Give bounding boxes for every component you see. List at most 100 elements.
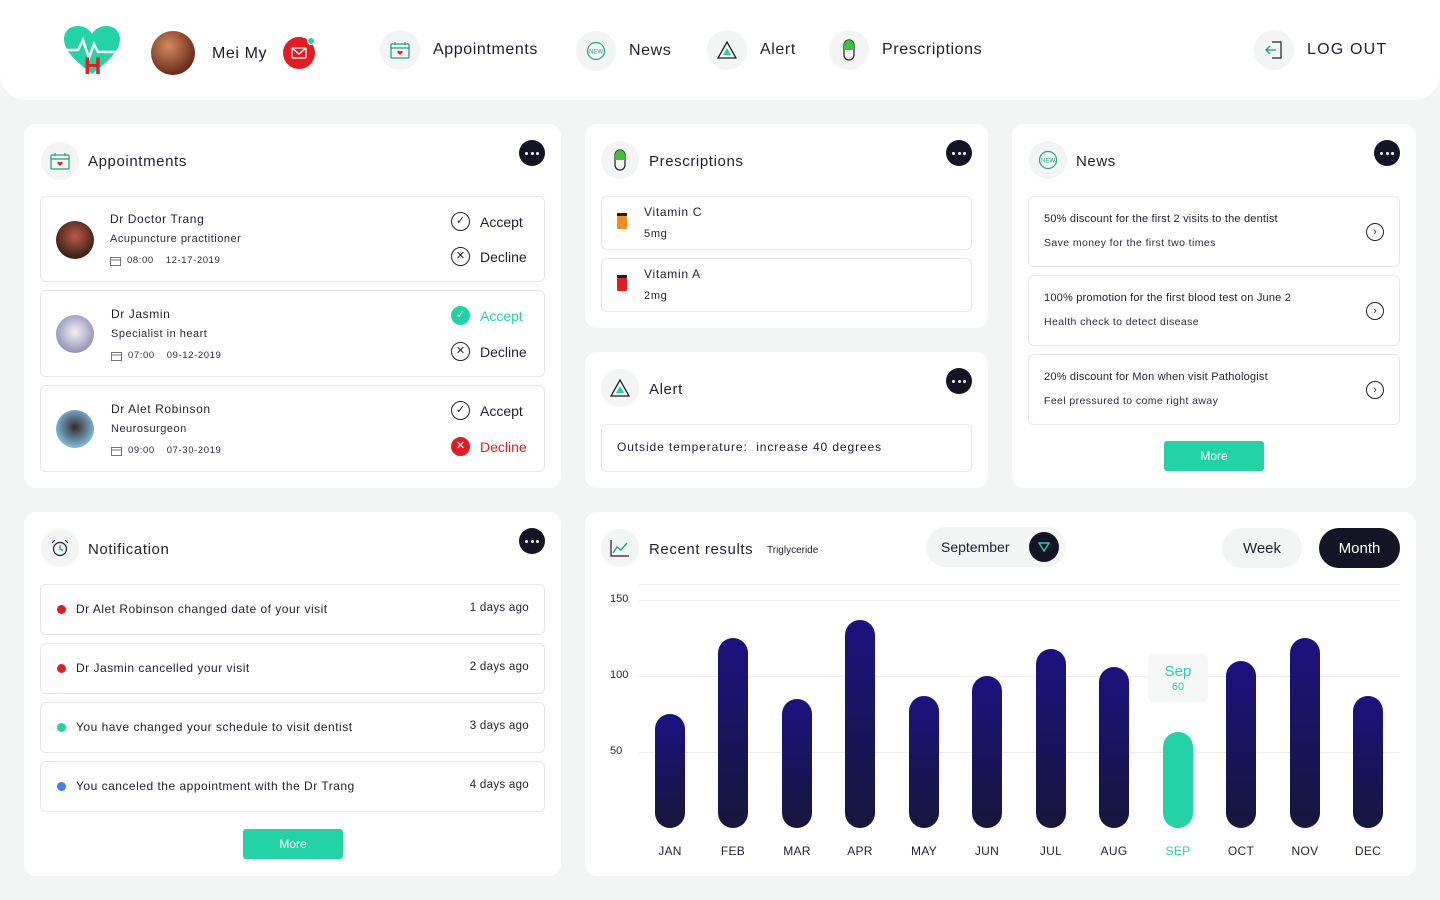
- card-title: Recent results: [649, 541, 754, 558]
- month-toggle[interactable]: Month: [1319, 528, 1400, 568]
- pill-bottle-icon: [617, 275, 627, 291]
- prescription-dose: 5mg: [644, 228, 668, 240]
- notification-item[interactable]: Dr Alet Robinson changed date of your vi…: [40, 584, 545, 635]
- decline-button[interactable]: ✕ Decline: [451, 437, 527, 456]
- month-select[interactable]: September: [926, 527, 1066, 567]
- nav-label: Prescriptions: [882, 41, 983, 58]
- chart-bar-jan[interactable]: [655, 714, 685, 828]
- status-dot: [57, 605, 66, 614]
- tooltip-value: 60: [1171, 681, 1185, 693]
- news-more-button[interactable]: More: [1164, 441, 1264, 471]
- alert-message: Outside temperature: increase 40 degrees: [617, 440, 883, 454]
- check-icon: ✓: [451, 401, 470, 420]
- more-options-button[interactable]: [519, 140, 545, 166]
- close-icon: ✕: [451, 437, 470, 456]
- nav-news[interactable]: NEW News: [576, 31, 671, 71]
- chart-top-divider: [639, 584, 1400, 585]
- prescription-item[interactable]: Vitamin C 5mg: [601, 196, 972, 250]
- status-dot: [57, 723, 66, 732]
- top-header: H Mei My Appointments NEW News Alert Pre…: [0, 0, 1440, 100]
- chart-bar-jul[interactable]: [1036, 649, 1066, 828]
- notification-time: 3 days ago: [469, 720, 529, 732]
- month-select-value: September: [941, 539, 1010, 555]
- prescription-item[interactable]: Vitamin A 2mg: [601, 258, 972, 312]
- notification-time: 1 days ago: [469, 602, 529, 614]
- more-options-button[interactable]: [1374, 140, 1400, 166]
- user-avatar[interactable]: [151, 31, 195, 75]
- chart-bar-aug[interactable]: [1099, 667, 1129, 828]
- appointment-time: 07:00: [128, 350, 155, 361]
- mail-button[interactable]: [283, 37, 315, 69]
- chart-bar-oct[interactable]: [1226, 661, 1256, 828]
- chart-bar-sep[interactable]: [1163, 732, 1193, 828]
- news-badge-icon: NEW: [1029, 141, 1067, 179]
- x-tick-label: AUG: [1100, 844, 1128, 858]
- chart-bar-jun[interactable]: [972, 676, 1002, 828]
- notification-item[interactable]: You canceled the appointment with the Dr…: [40, 761, 545, 812]
- chart-bar-may[interactable]: [909, 696, 939, 828]
- notification-item[interactable]: Dr Jasmin cancelled your visit 2 days ag…: [40, 643, 545, 694]
- chevron-right-icon[interactable]: ›: [1366, 302, 1384, 320]
- accept-button[interactable]: ✓ Accept: [451, 401, 523, 420]
- nav-prescriptions[interactable]: Prescriptions: [829, 30, 982, 70]
- news-item[interactable]: 50% discount for the first 2 visits to t…: [1028, 196, 1400, 267]
- line-chart-icon: [601, 529, 639, 567]
- x-tick-label: JAN: [658, 844, 682, 858]
- nav-label: Alert: [760, 41, 796, 58]
- check-icon: ✓: [451, 306, 470, 325]
- notification-more-button[interactable]: More: [243, 829, 343, 859]
- chart-bar-nov[interactable]: [1290, 638, 1320, 828]
- chart-gridline: [639, 676, 1400, 677]
- alert-card: Alert Outside temperature: increase 40 d…: [585, 352, 988, 488]
- news-badge-icon: NEW: [576, 31, 616, 71]
- news-item[interactable]: 20% discount for Mon when visit Patholog…: [1028, 354, 1400, 425]
- doctor-specialty: Neurosurgeon: [111, 423, 187, 435]
- accept-button[interactable]: ✓ Accept: [451, 212, 523, 231]
- notification-text: Dr Jasmin cancelled your visit: [76, 661, 250, 675]
- x-tick-label: SEP: [1165, 844, 1191, 858]
- capsule-icon: [601, 141, 639, 179]
- doctor-specialty: Acupuncture practitioner: [110, 233, 242, 245]
- appointment-item[interactable]: Dr Doctor Trang Acupuncture practitioner…: [40, 196, 545, 282]
- accept-button[interactable]: ✓ Accept: [451, 306, 523, 325]
- x-tick-label: JUL: [1039, 844, 1063, 858]
- y-tick-label: 50: [610, 745, 623, 757]
- capsule-icon: [829, 30, 869, 70]
- appointment-item[interactable]: Dr Alet Robinson Neurosurgeon 09:00 07-3…: [40, 385, 545, 472]
- week-toggle[interactable]: Week: [1222, 528, 1302, 568]
- x-tick-label: FEB: [720, 844, 746, 858]
- nav-alert[interactable]: Alert: [707, 30, 796, 70]
- chevron-right-icon[interactable]: ›: [1366, 223, 1384, 241]
- notification-item[interactable]: You have changed your schedule to visit …: [40, 702, 545, 753]
- appointment-datetime: 08:00 12-17-2019: [110, 255, 220, 266]
- alarm-clock-icon: [41, 529, 79, 567]
- decline-button[interactable]: ✕ Decline: [451, 342, 527, 361]
- more-options-button[interactable]: [946, 140, 972, 166]
- y-tick-label: 100: [610, 669, 629, 681]
- chart-bar-feb[interactable]: [718, 638, 748, 828]
- news-subtitle: Save money for the first two times: [1044, 237, 1216, 249]
- app-logo[interactable]: H: [62, 24, 122, 80]
- alert-message-box: Outside temperature: increase 40 degrees: [601, 424, 972, 472]
- prescriptions-card: Prescriptions Vitamin C 5mg Vitamin A 2m…: [585, 124, 988, 328]
- chevron-right-icon[interactable]: ›: [1366, 381, 1384, 399]
- y-tick-label: 150: [610, 593, 629, 605]
- news-item[interactable]: 100% promotion for the first blood test …: [1028, 275, 1400, 346]
- chart-gridline: [639, 600, 1400, 601]
- svg-text:H: H: [84, 53, 101, 78]
- logout-button[interactable]: LOG OUT: [1254, 30, 1387, 70]
- chart-bar-apr[interactable]: [845, 620, 875, 828]
- chart-bar-mar[interactable]: [782, 699, 812, 828]
- appointment-item[interactable]: Dr Jasmin Specialist in heart 07:00 09-1…: [40, 290, 545, 377]
- appointment-datetime: 07:00 09-12-2019: [111, 350, 221, 361]
- notification-text: You canceled the appointment with the Dr…: [76, 779, 355, 793]
- calendar-icon: [111, 351, 122, 361]
- decline-button[interactable]: ✕ Decline: [451, 247, 527, 266]
- appointment-date: 09-12-2019: [166, 350, 222, 361]
- notification-text: You have changed your schedule to visit …: [76, 720, 353, 734]
- nav-appointments[interactable]: Appointments: [380, 30, 538, 70]
- more-options-button[interactable]: [519, 528, 545, 554]
- results-bar-chart: 50 100 150 JAN FEB MAR APR MAY JUN JUL AUG SEP Sep 60…: [585, 572, 1416, 876]
- chart-bar-dec[interactable]: [1353, 696, 1383, 828]
- more-options-button[interactable]: [946, 368, 972, 394]
